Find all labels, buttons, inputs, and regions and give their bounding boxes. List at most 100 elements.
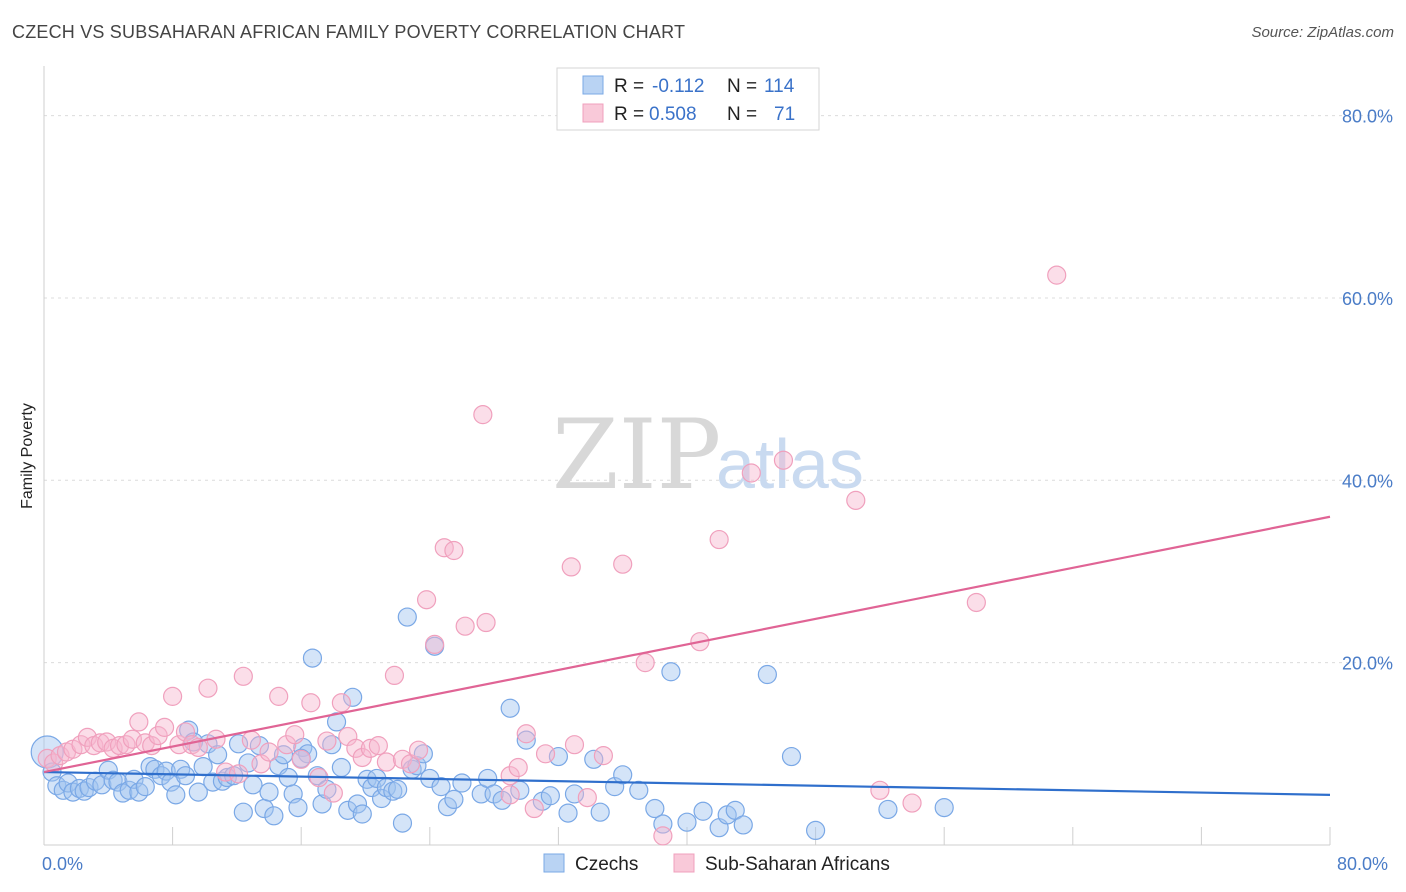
- ssa-point-71: [709, 529, 729, 550]
- ssa-point-35: [291, 749, 311, 769]
- legend-r-value-ssa: 0.508: [649, 104, 697, 125]
- czechs-point-95: [613, 765, 633, 785]
- czechs-point-30: [193, 756, 213, 777]
- ssa-point-45: [368, 736, 388, 756]
- czechs-point-112: [444, 789, 464, 810]
- czechs-point-27: [179, 720, 199, 740]
- czechs-point-97: [645, 798, 665, 819]
- czechs-point-106: [757, 664, 777, 685]
- czechs-point-58: [331, 757, 351, 778]
- czechs-point-22: [156, 761, 176, 781]
- bottom-legend-swatch-czechs: [543, 853, 565, 873]
- ssa-point-54: [444, 540, 464, 561]
- watermark: ZIP atlas: [552, 399, 864, 511]
- czechs-point-107: [781, 746, 802, 767]
- legend-n-value-ssa: 71: [774, 104, 795, 125]
- ssa-point-18: [154, 717, 175, 737]
- czechs-point-4: [58, 773, 78, 793]
- ssa-point-28: [233, 666, 253, 686]
- ssa-trend-line: [43, 515, 1331, 774]
- ssa-point-39: [323, 783, 343, 803]
- czechs-point-18: [135, 777, 155, 797]
- czechs-point-15: [119, 780, 139, 800]
- ssa-point-33: [277, 735, 297, 755]
- legend-swatch-ssa: [582, 103, 604, 123]
- czechs-point-44: [264, 806, 284, 826]
- legend-r-label-ssa: R =: [614, 104, 644, 125]
- ssa-point-59: [508, 757, 528, 778]
- ssa-point-78: [1047, 265, 1067, 285]
- ssa-point-14: [129, 712, 149, 732]
- ssa-point-46: [376, 752, 396, 772]
- czechs-point-24: [166, 785, 186, 805]
- correlation-legend: R = -0.112 N = 114 R = 0.508 N = 71: [556, 67, 820, 131]
- czechs-point-71: [397, 607, 417, 627]
- czechs-point-110: [934, 798, 954, 818]
- legend-n-label-czechs: N =: [727, 76, 757, 97]
- series-ssa-points: [37, 265, 1067, 846]
- ssa-point-19: [163, 686, 183, 706]
- ssa-point-64: [577, 787, 597, 808]
- y-tick-label-3: 80.0%: [1342, 107, 1393, 127]
- ssa-point-31: [259, 742, 279, 762]
- czechs-point-49: [288, 798, 308, 818]
- watermark-atlas: atlas: [716, 425, 864, 503]
- czechs-point-62: [352, 804, 372, 824]
- czechs-point-104: [725, 800, 745, 820]
- czechs-point-93: [590, 802, 610, 822]
- czechs-point-0: [30, 735, 64, 769]
- czechs-point-38: [233, 802, 253, 822]
- legend-r-value-czechs: -0.112: [652, 76, 704, 97]
- source-label: Source: ZipAtlas.com: [1251, 24, 1394, 41]
- chart-title: CZECH VS SUBSAHARAN AFRICAN FAMILY POVER…: [12, 22, 686, 42]
- series-legend: Czechs Sub-Saharan Africans: [543, 853, 890, 875]
- legend-n-value-czechs: 114: [764, 76, 795, 97]
- czechs-point-109: [878, 799, 898, 820]
- ssa-point-38: [317, 731, 337, 751]
- czechs-point-60: [343, 687, 363, 707]
- ssa-point-76: [902, 793, 922, 813]
- ssa-point-61: [524, 798, 544, 819]
- ssa-point-36: [301, 693, 321, 713]
- ssa-point-57: [476, 612, 496, 633]
- czechs-point-91: [564, 784, 585, 804]
- ssa-point-75: [870, 780, 890, 800]
- bottom-legend-label-ssa: Sub-Saharan Africans: [705, 854, 890, 875]
- ssa-point-51: [416, 590, 437, 610]
- ssa-point-62: [535, 744, 556, 764]
- czechs-point-96: [629, 780, 649, 800]
- czechs-point-86: [516, 730, 536, 750]
- czechs-point-59: [338, 800, 358, 820]
- czechs-point-92: [584, 749, 604, 769]
- ssa-point-72: [741, 463, 761, 483]
- ssa-point-60: [516, 724, 536, 744]
- ssa-point-68: [635, 653, 655, 673]
- ssa-point-69: [653, 826, 673, 846]
- ssa-point-47: [384, 665, 405, 686]
- ssa-point-63: [564, 735, 585, 755]
- x-tick-label-min: 0.0%: [42, 854, 83, 874]
- legend-r-label-czechs: R =: [614, 76, 644, 97]
- czechs-point-43: [259, 782, 279, 802]
- ssa-point-74: [846, 490, 866, 510]
- czechs-point-29: [188, 782, 208, 802]
- legend-n-label-ssa: N =: [727, 104, 757, 125]
- czechs-point-78: [437, 797, 458, 817]
- czechs-point-33: [208, 745, 228, 765]
- trend-lines: [43, 515, 1331, 796]
- ssa-point-55: [455, 616, 475, 636]
- legend-swatch-czechs: [582, 75, 604, 95]
- czechs-point-79: [452, 773, 472, 793]
- czechs-point-61: [347, 794, 368, 814]
- ssa-point-24: [198, 678, 218, 698]
- watermark-zip: ZIP: [552, 399, 721, 511]
- czechs-point-37: [228, 734, 249, 754]
- czechs-point-84: [500, 698, 520, 718]
- czechs-point-108: [805, 820, 826, 841]
- ssa-point-32: [269, 686, 289, 706]
- ssa-point-29: [241, 730, 261, 750]
- czechs-point-16: [124, 769, 144, 789]
- grid-lines: [44, 115, 1395, 664]
- ssa-point-66: [561, 557, 581, 577]
